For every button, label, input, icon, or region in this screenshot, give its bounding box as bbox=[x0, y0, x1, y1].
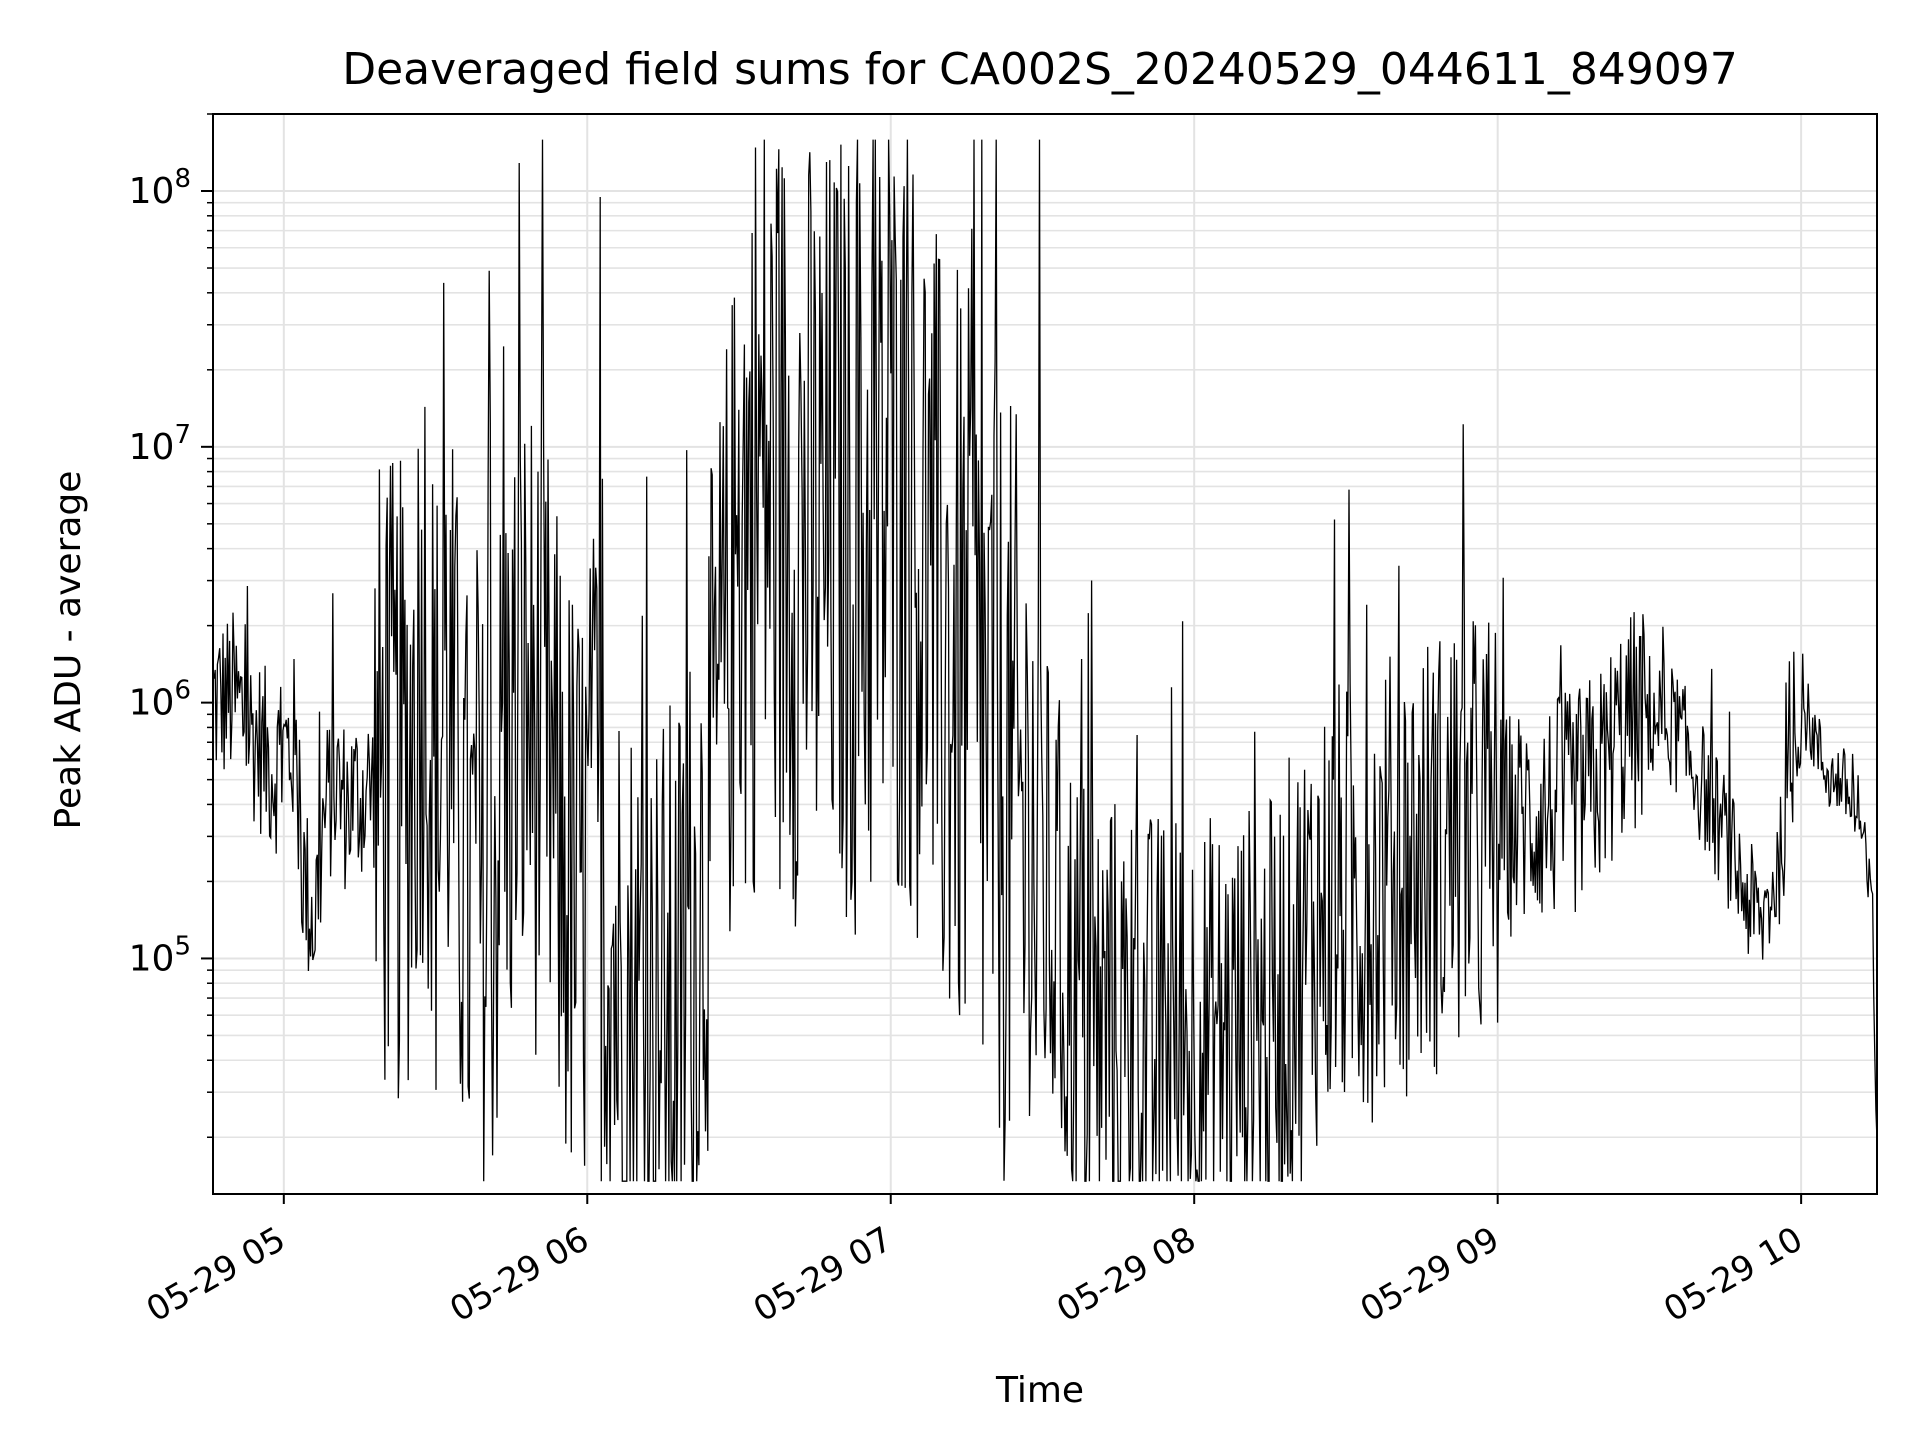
axes-frame bbox=[212, 113, 1878, 1195]
x-tick-label: 05-29 07 bbox=[747, 1219, 899, 1330]
series-line bbox=[212, 139, 1878, 1182]
y-tick-label: 108 bbox=[129, 164, 191, 212]
x-tick-label: 05-29 06 bbox=[443, 1219, 595, 1330]
chart-title: Deaveraged field sums for CA002S_2024052… bbox=[342, 44, 1738, 95]
y-axis-label: Peak ADU - average bbox=[48, 471, 89, 830]
y-tick-label: 106 bbox=[129, 676, 191, 724]
x-tick-label: 05-29 10 bbox=[1657, 1219, 1809, 1330]
y-tick-label: 107 bbox=[129, 420, 191, 468]
plot-area bbox=[212, 139, 1878, 1182]
x-tick-label: 05-29 05 bbox=[140, 1219, 292, 1330]
x-tick-label: 05-29 08 bbox=[1050, 1219, 1202, 1330]
y-tick-label: 105 bbox=[129, 931, 191, 979]
grid bbox=[213, 113, 1877, 1194]
x-tick-label: 05-29 09 bbox=[1354, 1219, 1506, 1330]
x-axis-label: Time bbox=[995, 1370, 1084, 1411]
